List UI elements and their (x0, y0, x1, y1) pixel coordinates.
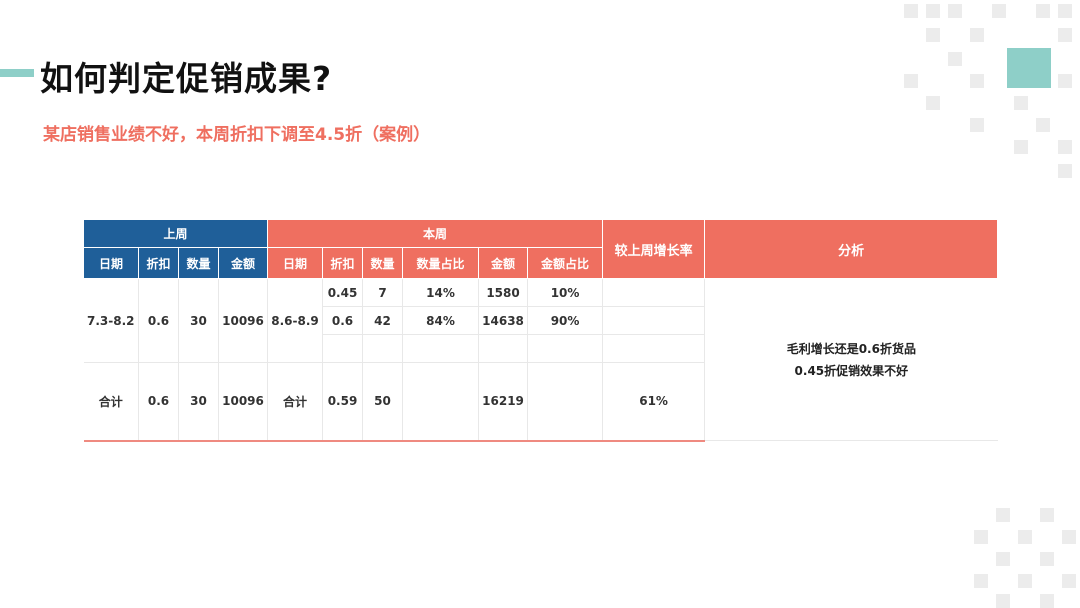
decor-square (974, 574, 988, 588)
decor-square (974, 530, 988, 544)
header-analysis: 分析 (704, 219, 999, 279)
decor-square (926, 4, 940, 18)
header-tw-date: 日期 (267, 247, 324, 279)
header-tw-discount: 折扣 (322, 247, 364, 279)
decor-square (970, 28, 984, 42)
decor-square (1058, 74, 1072, 88)
cell-growth-empty (602, 306, 706, 335)
decor-square (970, 74, 984, 88)
header-last-week: 上周 (82, 219, 269, 248)
cell-tw-quantity-share: 84% (402, 306, 480, 335)
decor-square (926, 28, 940, 42)
decor-square (948, 52, 962, 66)
decor-square (926, 96, 940, 110)
header-lw-amount: 金额 (217, 247, 269, 279)
cell-lw-total-label: 合计 (83, 362, 139, 442)
cell-tw-total-quantity-share (402, 362, 480, 442)
cell-tw-total-amount-share (527, 362, 604, 442)
table-row-total: 合计 0.6 30 10096 合计 0.59 50 16219 61% (83, 362, 998, 442)
decor-square (992, 4, 1006, 18)
header-tw-amount: 金额 (478, 247, 529, 279)
decor-square (1018, 530, 1032, 544)
cell-tw-date: 8.6-8.9 (267, 278, 324, 363)
decor-square (996, 594, 1010, 608)
decor-square (1040, 552, 1054, 566)
cell-lw-total-quantity: 30 (178, 362, 219, 442)
decor-square (1058, 140, 1072, 154)
decor-square (1040, 508, 1054, 522)
cell-lw-total-discount: 0.6 (138, 362, 179, 442)
cell-tw-amount-share-empty (527, 334, 604, 363)
cell-tw-amount-share: 90% (527, 306, 604, 335)
cell-tw-amount: 1580 (478, 278, 529, 307)
decor-square (948, 4, 962, 18)
cell-lw-total-amount: 10096 (218, 362, 269, 442)
table-row: 7.3-8.2 0.6 30 10096 8.6-8.9 0.45 7 14% … (83, 278, 998, 441)
cell-lw-discount: 0.6 (138, 278, 179, 363)
cell-tw-total-discount: 0.59 (322, 362, 364, 442)
decor-square (1040, 594, 1054, 608)
cell-lw-date: 7.3-8.2 (83, 278, 139, 363)
decor-square (904, 74, 918, 88)
cell-tw-total-quantity: 50 (362, 362, 404, 442)
cell-tw-quantity-share-empty (402, 334, 480, 363)
analysis-line-2: 0.45折促销效果不好 (794, 363, 909, 378)
cell-tw-amount: 14638 (478, 306, 529, 335)
cell-tw-quantity-share: 14% (402, 278, 480, 307)
header-tw-quantity-share: 数量占比 (402, 247, 480, 279)
cell-tw-amount-share: 10% (527, 278, 604, 307)
teal-accent-square (1007, 48, 1051, 88)
header-this-week: 本周 (267, 219, 604, 248)
decor-square (1058, 4, 1072, 18)
decor-square (1036, 118, 1050, 132)
header-growth-rate: 较上周增长率 (602, 219, 706, 279)
decor-square (1014, 140, 1028, 154)
decor-square (996, 552, 1010, 566)
table-row: 0.6 42 84% 14638 90% (84, 306, 998, 335)
decor-square (1036, 4, 1050, 18)
cell-tw-quantity-empty (362, 334, 404, 363)
decor-square (970, 118, 984, 132)
cell-tw-total-amount: 16219 (478, 362, 529, 442)
page-title: 如何判定促销成果? (40, 59, 333, 98)
cell-growth-empty (602, 334, 706, 363)
cell-analysis: 毛利增长还是0.6折货品 0.45折促销效果不好 (704, 278, 998, 441)
header-tw-amount-share: 金额占比 (527, 247, 604, 279)
decor-square (1062, 530, 1076, 544)
header-lw-discount: 折扣 (138, 247, 179, 279)
decor-square (904, 4, 918, 18)
promotion-comparison-table: 上周 本周 较上周增长率 分析 日期 折扣 数量 金额 日期 折扣 数量 数量占… (82, 219, 999, 442)
table-row (84, 334, 998, 363)
cell-lw-quantity: 30 (178, 278, 219, 363)
analysis-line-1: 毛利增长还是0.6折货品 (786, 341, 916, 356)
cell-tw-total-label: 合计 (267, 362, 324, 442)
cell-growth-empty (602, 278, 706, 307)
title-accent-bar (0, 69, 34, 77)
cell-lw-amount: 10096 (218, 278, 269, 363)
header-tw-quantity: 数量 (362, 247, 404, 279)
cell-tw-amount-empty (478, 334, 529, 363)
header-row-groups: 上周 本周 较上周增长率 分析 (82, 219, 999, 279)
cell-tw-discount: 0.6 (322, 306, 364, 335)
cell-tw-discount-empty (322, 334, 364, 363)
header-lw-date: 日期 (83, 247, 139, 279)
page-subtitle: 某店销售业绩不好，本周折扣下调至4.5折（案例） (43, 125, 431, 145)
header-row-columns: 日期 折扣 数量 金额 日期 折扣 数量 数量占比 金额 金额占比 (83, 247, 998, 279)
decor-square (1018, 574, 1032, 588)
header-lw-quantity: 数量 (178, 247, 219, 279)
decor-square (996, 508, 1010, 522)
cell-tw-quantity: 42 (362, 306, 404, 335)
decor-square (1058, 28, 1072, 42)
decor-square (1058, 164, 1072, 178)
cell-tw-quantity: 7 (362, 278, 404, 307)
cell-tw-discount: 0.45 (322, 278, 364, 307)
decor-square (1062, 574, 1076, 588)
cell-growth-rate: 61% (602, 362, 706, 442)
decor-square (1014, 96, 1028, 110)
